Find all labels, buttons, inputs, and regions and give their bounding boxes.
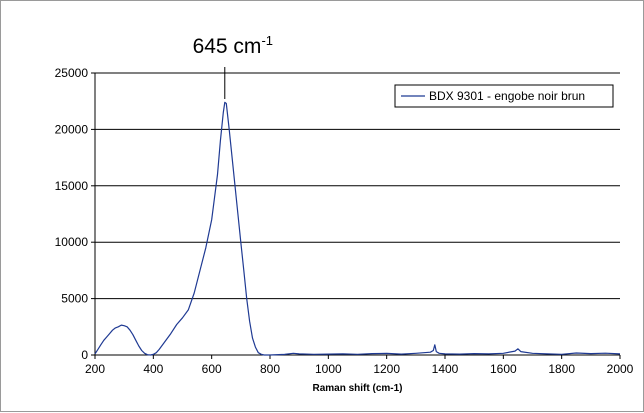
- legend: BDX 9301 - engobe noir brun: [394, 84, 614, 108]
- peak-annotation: 645 cm-1: [193, 33, 273, 99]
- y-tick-label-2: 10000: [55, 235, 89, 249]
- x-tick-label-2: 600: [202, 362, 222, 376]
- x-tick-label-7: 1600: [490, 362, 517, 376]
- y-tick-label-3: 15000: [55, 179, 89, 193]
- y-tick-label-4: 20000: [55, 122, 89, 136]
- x-tick-label-5: 1200: [373, 362, 400, 376]
- peak-annotation-superscript: -1: [261, 33, 273, 48]
- axes: [91, 72, 621, 359]
- gridlines: [95, 72, 620, 300]
- x-tick-label-0: 200: [85, 362, 105, 376]
- series-layer: [94, 101, 621, 356]
- legend-label: BDX 9301 - engobe noir brun: [429, 89, 585, 103]
- x-tick-label-4: 1000: [315, 362, 342, 376]
- x-tick-label-8: 1800: [548, 362, 575, 376]
- x-tick-label-6: 1400: [432, 362, 459, 376]
- y-tick-label-1: 5000: [61, 292, 88, 306]
- x-axis-title: Raman shift (cm-1): [312, 383, 402, 394]
- y-tick-label-5: 25000: [55, 66, 89, 80]
- peak-annotation-label: 645 cm-1: [193, 33, 273, 58]
- x-tick-label-3: 800: [260, 362, 280, 376]
- y-tick-label-0: 0: [81, 348, 88, 362]
- x-tick-label-9: 2000: [607, 362, 634, 376]
- peak-annotation-text: 645 cm: [193, 35, 262, 58]
- legend-box: [394, 84, 614, 108]
- series-line-0: [94, 101, 621, 356]
- tick-labels: 0 5000 10000 15000 20000 25000 200 400 600 800 100…: [55, 66, 634, 376]
- x-tick-label-1: 400: [143, 362, 163, 376]
